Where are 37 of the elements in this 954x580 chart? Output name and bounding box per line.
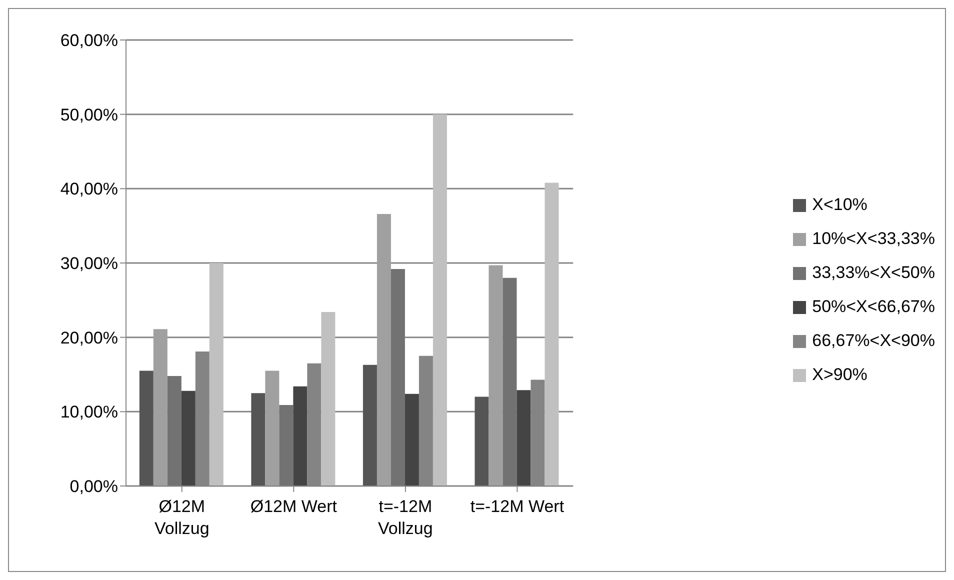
bar (432, 114, 447, 486)
bar (390, 268, 405, 486)
x-tick-label: t=-12M Wert (470, 497, 564, 516)
bar (362, 364, 377, 486)
bar (265, 370, 280, 486)
y-tick-label: 30,00% (60, 254, 118, 274)
bar (251, 393, 266, 486)
bar (139, 370, 154, 486)
x-tick-label: Ø12M Wert (250, 497, 338, 516)
y-tick-label: 10,00% (60, 402, 118, 422)
legend-label: X<10% (812, 195, 868, 215)
bar (502, 278, 517, 486)
bar (293, 386, 308, 486)
x-tick-label: t=-12M Vollzug (378, 497, 433, 538)
bar (167, 376, 182, 486)
legend-label: 66,67%<X<90% (812, 331, 935, 351)
legend-label: 33,33%<X<50% (812, 263, 935, 283)
bar (474, 396, 489, 486)
y-tick-label: 50,00% (60, 105, 118, 124)
bar (279, 404, 294, 486)
y-tick-label: 20,00% (60, 328, 118, 348)
legend-label: 50%<X<66,67% (812, 297, 935, 317)
bar (488, 265, 503, 486)
legend-label: 10%<X<33,33% (812, 229, 935, 249)
bar (376, 214, 391, 486)
y-tick-label: 40,00% (60, 180, 118, 199)
bar (181, 390, 196, 486)
y-tick-label: 60,00% (60, 31, 118, 50)
bar (544, 182, 559, 486)
bar (321, 312, 336, 486)
bar (516, 390, 531, 486)
x-tick-label: Ø12M Vollzug (154, 497, 210, 538)
bar (209, 263, 224, 486)
bar (153, 329, 168, 486)
legend-label: X>90% (812, 365, 868, 385)
bar (404, 394, 419, 486)
y-tick-label: 0,00% (70, 477, 118, 496)
